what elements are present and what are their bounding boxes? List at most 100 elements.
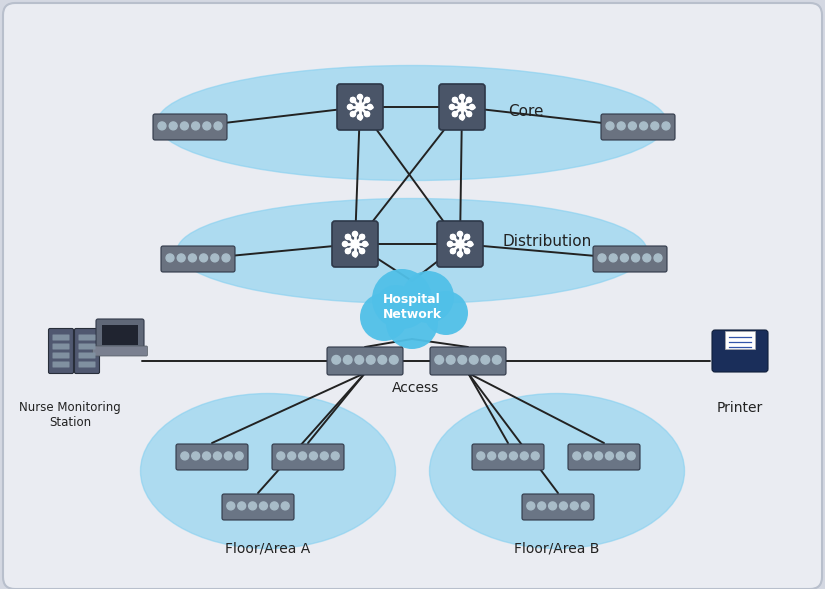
FancyBboxPatch shape: [49, 329, 73, 373]
Circle shape: [309, 452, 318, 460]
Circle shape: [498, 452, 507, 460]
Circle shape: [169, 122, 177, 130]
FancyBboxPatch shape: [593, 246, 667, 272]
Text: Distribution: Distribution: [502, 233, 592, 249]
Circle shape: [639, 122, 648, 130]
Circle shape: [277, 452, 285, 460]
FancyBboxPatch shape: [439, 84, 485, 130]
Circle shape: [281, 502, 289, 510]
Circle shape: [510, 452, 517, 460]
Circle shape: [452, 111, 458, 117]
Circle shape: [260, 502, 267, 510]
Circle shape: [365, 111, 370, 117]
Circle shape: [424, 291, 468, 335]
Circle shape: [450, 249, 455, 254]
Circle shape: [456, 240, 464, 248]
FancyBboxPatch shape: [601, 114, 675, 140]
Circle shape: [191, 452, 200, 460]
Text: Printer: Printer: [717, 401, 763, 415]
Circle shape: [447, 241, 453, 247]
Circle shape: [357, 94, 363, 100]
Text: Nurse Monitoring
Station: Nurse Monitoring Station: [19, 401, 121, 429]
Circle shape: [248, 502, 257, 510]
Circle shape: [378, 356, 387, 364]
Circle shape: [346, 234, 351, 240]
FancyBboxPatch shape: [153, 114, 227, 140]
FancyBboxPatch shape: [327, 347, 403, 375]
Circle shape: [362, 241, 368, 247]
Circle shape: [347, 104, 352, 110]
Circle shape: [360, 234, 365, 240]
Circle shape: [457, 252, 463, 257]
Circle shape: [466, 97, 472, 102]
Circle shape: [458, 356, 467, 364]
FancyBboxPatch shape: [78, 352, 96, 359]
Circle shape: [351, 111, 356, 117]
Circle shape: [606, 452, 614, 460]
Circle shape: [235, 452, 243, 460]
Circle shape: [466, 111, 472, 117]
FancyBboxPatch shape: [437, 221, 483, 267]
Circle shape: [224, 452, 233, 460]
Circle shape: [468, 241, 473, 247]
Circle shape: [446, 356, 455, 364]
FancyBboxPatch shape: [78, 362, 96, 368]
Circle shape: [177, 254, 185, 262]
Circle shape: [320, 452, 328, 460]
FancyBboxPatch shape: [332, 221, 378, 267]
Circle shape: [616, 452, 625, 460]
Text: Floor/Area A: Floor/Area A: [225, 542, 311, 556]
Circle shape: [464, 249, 469, 254]
Circle shape: [357, 114, 363, 120]
FancyBboxPatch shape: [78, 343, 96, 349]
Circle shape: [464, 234, 469, 240]
Ellipse shape: [140, 393, 395, 548]
FancyBboxPatch shape: [53, 362, 69, 368]
Circle shape: [609, 254, 617, 262]
Circle shape: [582, 502, 589, 510]
Circle shape: [211, 254, 219, 262]
Circle shape: [389, 356, 398, 364]
Circle shape: [271, 502, 278, 510]
Circle shape: [598, 254, 606, 262]
FancyBboxPatch shape: [3, 3, 822, 589]
FancyBboxPatch shape: [161, 246, 235, 272]
Circle shape: [549, 502, 557, 510]
FancyBboxPatch shape: [272, 444, 344, 470]
Circle shape: [191, 122, 200, 130]
Circle shape: [342, 241, 347, 247]
Circle shape: [376, 285, 416, 325]
Circle shape: [458, 103, 466, 111]
Circle shape: [531, 452, 540, 460]
Circle shape: [181, 122, 188, 130]
Circle shape: [469, 104, 474, 110]
Circle shape: [352, 252, 357, 257]
FancyBboxPatch shape: [337, 84, 383, 130]
Circle shape: [343, 356, 352, 364]
Circle shape: [214, 452, 221, 460]
Text: Floor/Area B: Floor/Area B: [514, 542, 600, 556]
Ellipse shape: [430, 393, 685, 548]
Circle shape: [435, 356, 444, 364]
FancyBboxPatch shape: [53, 343, 69, 349]
Circle shape: [654, 254, 662, 262]
FancyBboxPatch shape: [96, 319, 144, 351]
Circle shape: [356, 103, 364, 111]
Circle shape: [346, 249, 351, 254]
Circle shape: [366, 356, 375, 364]
FancyBboxPatch shape: [78, 335, 96, 340]
Circle shape: [288, 452, 295, 460]
Circle shape: [627, 452, 635, 460]
Circle shape: [367, 104, 373, 110]
Circle shape: [238, 502, 246, 510]
FancyBboxPatch shape: [102, 325, 138, 345]
Circle shape: [351, 240, 359, 248]
Circle shape: [662, 122, 670, 130]
Circle shape: [477, 452, 485, 460]
Circle shape: [488, 452, 496, 460]
Circle shape: [570, 502, 578, 510]
Circle shape: [538, 502, 545, 510]
Circle shape: [617, 122, 625, 130]
Circle shape: [203, 452, 210, 460]
Circle shape: [386, 297, 438, 349]
